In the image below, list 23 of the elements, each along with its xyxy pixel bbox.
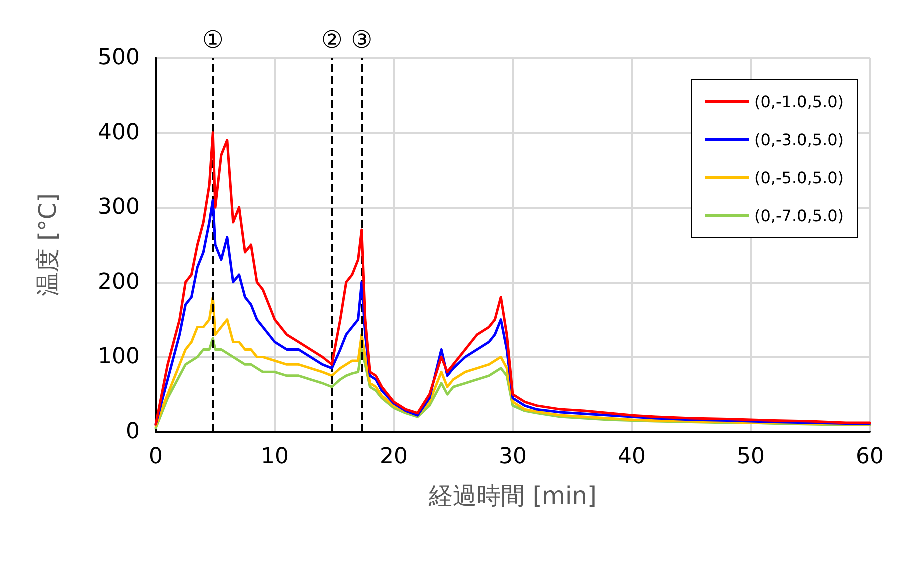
x-tick-label: 50 bbox=[737, 444, 765, 470]
y-tick-label: 300 bbox=[98, 195, 140, 220]
x-tick-label: 30 bbox=[499, 444, 527, 470]
y-tick-label: 400 bbox=[98, 120, 140, 146]
y-axis-title: 温度 [°C] bbox=[34, 193, 62, 297]
legend-label: (0,-1.0,5.0) bbox=[754, 92, 844, 112]
x-tick-label: 10 bbox=[261, 444, 289, 470]
ref-line-label: ① bbox=[202, 26, 224, 54]
legend-label: (0,-7.0,5.0) bbox=[754, 206, 844, 226]
y-tick-label: 500 bbox=[98, 46, 140, 70]
legend-label: (0,-5.0,5.0) bbox=[754, 168, 844, 188]
x-tick-label: 40 bbox=[618, 444, 646, 470]
y-tick-label: 0 bbox=[126, 420, 140, 444]
x-tick-label: 60 bbox=[856, 444, 884, 470]
x-axis-title: 経過時間 [min] bbox=[428, 482, 597, 510]
ref-line-label: ③ bbox=[351, 26, 373, 54]
x-tick-label: 20 bbox=[380, 444, 408, 470]
line-series bbox=[154, 132, 872, 426]
x-tick-label: 0 bbox=[149, 444, 163, 470]
y-tick-label: 100 bbox=[98, 344, 140, 370]
ref-line-label: ② bbox=[321, 26, 343, 54]
y-tick-label: 200 bbox=[98, 270, 140, 295]
legend-label: (0,-3.0,5.0) bbox=[754, 130, 844, 150]
